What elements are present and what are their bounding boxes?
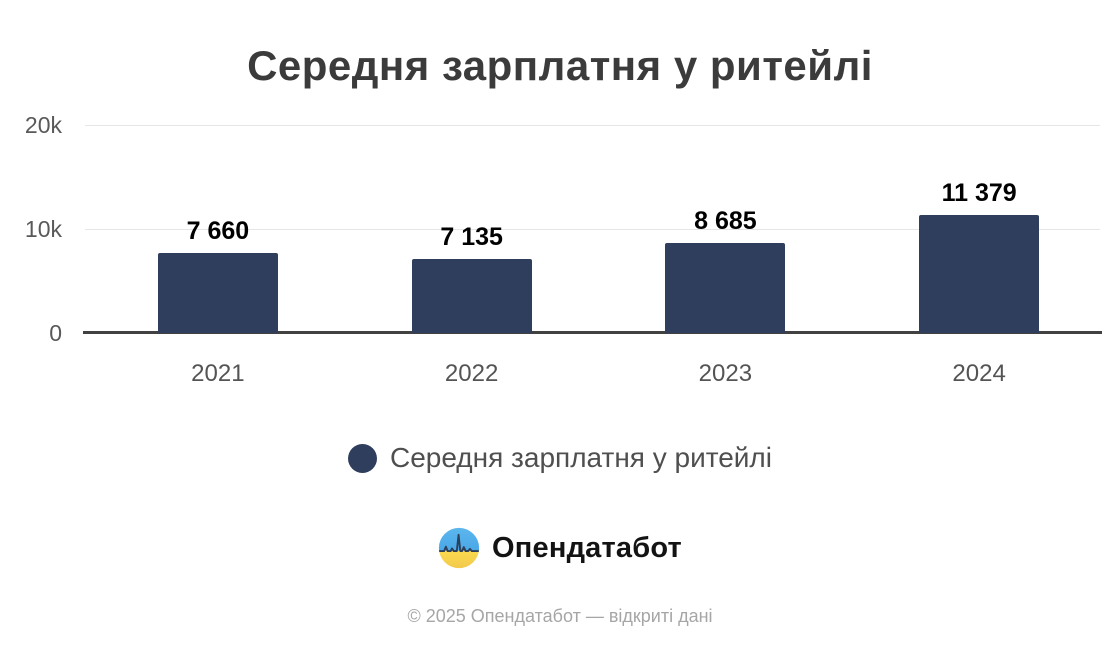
- bar-2022: [411, 258, 532, 333]
- gridline-10k: [85, 228, 1100, 230]
- bar-value-2021: 7 660: [186, 217, 250, 246]
- bar-2023: [665, 242, 786, 333]
- plot-area: 7 660 7 135 8 685 11 379: [83, 124, 1102, 334]
- x-tick-label-2023: 2023: [698, 360, 753, 387]
- legend: Середня зарплатня у ритейлі: [0, 442, 1120, 474]
- y-tick-label-10k: 10k: [24, 216, 62, 242]
- bar-2021: [157, 253, 278, 333]
- x-tick-label-2022: 2022: [444, 360, 499, 387]
- bar-value-2023: 8 685: [694, 206, 757, 235]
- x-axis: 2021 2022 2023 2024: [85, 360, 1100, 390]
- chart-title: Середня зарплатня у ритейлі: [247, 42, 873, 89]
- legend-label: Середня зарплатня у ритейлі: [389, 442, 772, 473]
- y-axis: 0 10k 20k: [0, 112, 68, 346]
- bar-2024: [919, 214, 1040, 333]
- x-tick-label-2021: 2021: [191, 360, 245, 387]
- x-axis-baseline: [83, 331, 1102, 334]
- bar-value-2024: 11 379: [941, 178, 1017, 207]
- bar-value-2022: 7 135: [440, 222, 503, 251]
- brand-logo: Опендатабот: [0, 527, 1120, 569]
- x-tick-label-2024: 2024: [952, 360, 1006, 387]
- y-tick-label-20k: 20k: [24, 112, 62, 138]
- footer-copyright: © 2025 Опендатабот — відкриті дані: [407, 606, 713, 626]
- brand-logo-text: Опендатабот: [492, 531, 682, 564]
- gridline-20k: [85, 124, 1100, 126]
- legend-marker-icon: [347, 443, 377, 473]
- y-tick-label-0: 0: [49, 320, 62, 346]
- opendatabot-logo-icon: [438, 527, 480, 569]
